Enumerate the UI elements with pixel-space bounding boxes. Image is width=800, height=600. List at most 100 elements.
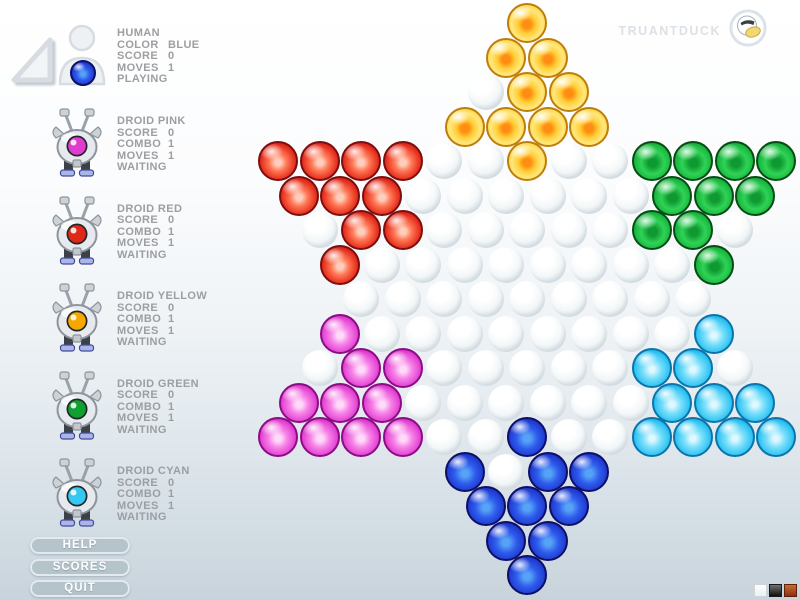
marble-blue[interactable] — [444, 451, 485, 492]
board-hole-empty[interactable] — [571, 177, 608, 214]
marble-yellow[interactable] — [548, 72, 589, 112]
marble-blue[interactable] — [548, 486, 589, 526]
board-hole-empty[interactable] — [550, 350, 587, 386]
board-hole-empty[interactable] — [343, 281, 379, 317]
board-hole-empty[interactable] — [467, 143, 504, 179]
marble-cyan[interactable] — [652, 382, 693, 423]
board-hole-empty[interactable] — [654, 246, 691, 283]
board-hole-empty[interactable] — [363, 315, 400, 352]
board-hole-empty[interactable] — [529, 177, 566, 214]
marble-pink[interactable] — [258, 417, 298, 457]
marble-green[interactable] — [652, 175, 693, 216]
marble-red[interactable] — [320, 244, 361, 285]
board-hole-empty[interactable] — [488, 177, 525, 214]
marble-red[interactable] — [341, 141, 381, 181]
board-hole-empty[interactable] — [509, 281, 545, 317]
board-hole-empty[interactable] — [405, 246, 442, 283]
board-hole-empty[interactable] — [612, 384, 649, 421]
board-hole-empty[interactable] — [550, 419, 587, 455]
board-hole-empty[interactable] — [301, 350, 338, 386]
marble-cyan[interactable] — [714, 417, 755, 457]
marble-red[interactable] — [278, 175, 319, 216]
board-hole-empty[interactable] — [488, 315, 525, 352]
marble-green[interactable] — [631, 210, 672, 250]
marble-red[interactable] — [341, 210, 381, 250]
marble-yellow[interactable] — [507, 3, 547, 43]
marble-blue[interactable] — [527, 520, 568, 561]
board-hole-empty[interactable] — [446, 177, 483, 214]
marble-pink[interactable] — [361, 382, 402, 423]
marble-blue[interactable] — [569, 451, 610, 492]
board-hole-empty[interactable] — [612, 246, 649, 283]
board-hole-empty[interactable] — [467, 419, 504, 455]
board-hole-empty[interactable] — [426, 281, 462, 317]
board-hole-empty[interactable] — [509, 350, 545, 386]
orange-swatch-button[interactable] — [784, 584, 797, 597]
marble-red[interactable] — [320, 175, 361, 216]
marble-pink[interactable] — [320, 313, 361, 354]
marble-cyan[interactable] — [735, 382, 776, 423]
board-hole-empty[interactable] — [488, 384, 525, 421]
board-hole-empty[interactable] — [675, 281, 711, 317]
board-hole-empty[interactable] — [467, 74, 504, 110]
board-hole-empty[interactable] — [509, 212, 545, 248]
board-hole-empty[interactable] — [426, 212, 462, 248]
marble-cyan[interactable] — [673, 348, 713, 388]
board-hole-empty[interactable] — [716, 350, 753, 386]
marble-yellow[interactable] — [569, 106, 610, 147]
marble-green[interactable] — [714, 141, 755, 181]
marble-pink[interactable] — [341, 348, 381, 388]
board-hole-empty[interactable] — [405, 315, 442, 352]
marble-green[interactable] — [673, 141, 713, 181]
board-hole-empty[interactable] — [592, 212, 628, 248]
quit-button[interactable]: QUIT — [30, 580, 130, 597]
marble-red[interactable] — [382, 141, 423, 181]
marble-pink[interactable] — [382, 417, 423, 457]
board-hole-empty[interactable] — [488, 246, 525, 283]
board-hole-empty[interactable] — [612, 315, 649, 352]
board-hole-empty[interactable] — [550, 281, 587, 317]
board-hole-empty[interactable] — [384, 281, 421, 317]
marble-blue[interactable] — [486, 520, 527, 561]
board-hole-empty[interactable] — [592, 350, 628, 386]
board-hole-empty[interactable] — [529, 384, 566, 421]
marble-yellow[interactable] — [527, 106, 568, 147]
help-button[interactable]: HELP — [30, 537, 130, 554]
marble-yellow[interactable] — [507, 141, 547, 181]
board-hole-empty[interactable] — [571, 246, 608, 283]
marble-cyan[interactable] — [693, 313, 734, 354]
marble-green[interactable] — [756, 141, 796, 181]
marble-pink[interactable] — [382, 348, 423, 388]
board-hole-empty[interactable] — [488, 453, 525, 490]
board-hole-empty[interactable] — [446, 384, 483, 421]
board-hole-empty[interactable] — [592, 419, 628, 455]
marble-green[interactable] — [735, 175, 776, 216]
black-swatch-button[interactable] — [769, 584, 782, 597]
board-hole-empty[interactable] — [550, 143, 587, 179]
marble-blue[interactable] — [507, 555, 547, 595]
board-hole-empty[interactable] — [633, 281, 670, 317]
board-hole-empty[interactable] — [446, 246, 483, 283]
marble-pink[interactable] — [278, 382, 319, 423]
marble-cyan[interactable] — [631, 348, 672, 388]
marble-blue[interactable] — [527, 451, 568, 492]
white-swatch-button[interactable] — [754, 584, 767, 597]
marble-cyan[interactable] — [673, 417, 713, 457]
board-hole-empty[interactable] — [612, 177, 649, 214]
board-hole-empty[interactable] — [592, 143, 628, 179]
board-hole-empty[interactable] — [467, 212, 504, 248]
marble-blue[interactable] — [507, 417, 547, 457]
marble-blue[interactable] — [465, 486, 506, 526]
board-hole-empty[interactable] — [426, 350, 462, 386]
marble-pink[interactable] — [299, 417, 340, 457]
board-hole-empty[interactable] — [467, 350, 504, 386]
board-hole-empty[interactable] — [550, 212, 587, 248]
board-hole-empty[interactable] — [363, 246, 400, 283]
board-hole-empty[interactable] — [571, 384, 608, 421]
board-hole-empty[interactable] — [467, 281, 504, 317]
board-hole-empty[interactable] — [446, 315, 483, 352]
marble-green[interactable] — [673, 210, 713, 250]
marble-red[interactable] — [382, 210, 423, 250]
board-hole-empty[interactable] — [405, 384, 442, 421]
marble-pink[interactable] — [320, 382, 361, 423]
